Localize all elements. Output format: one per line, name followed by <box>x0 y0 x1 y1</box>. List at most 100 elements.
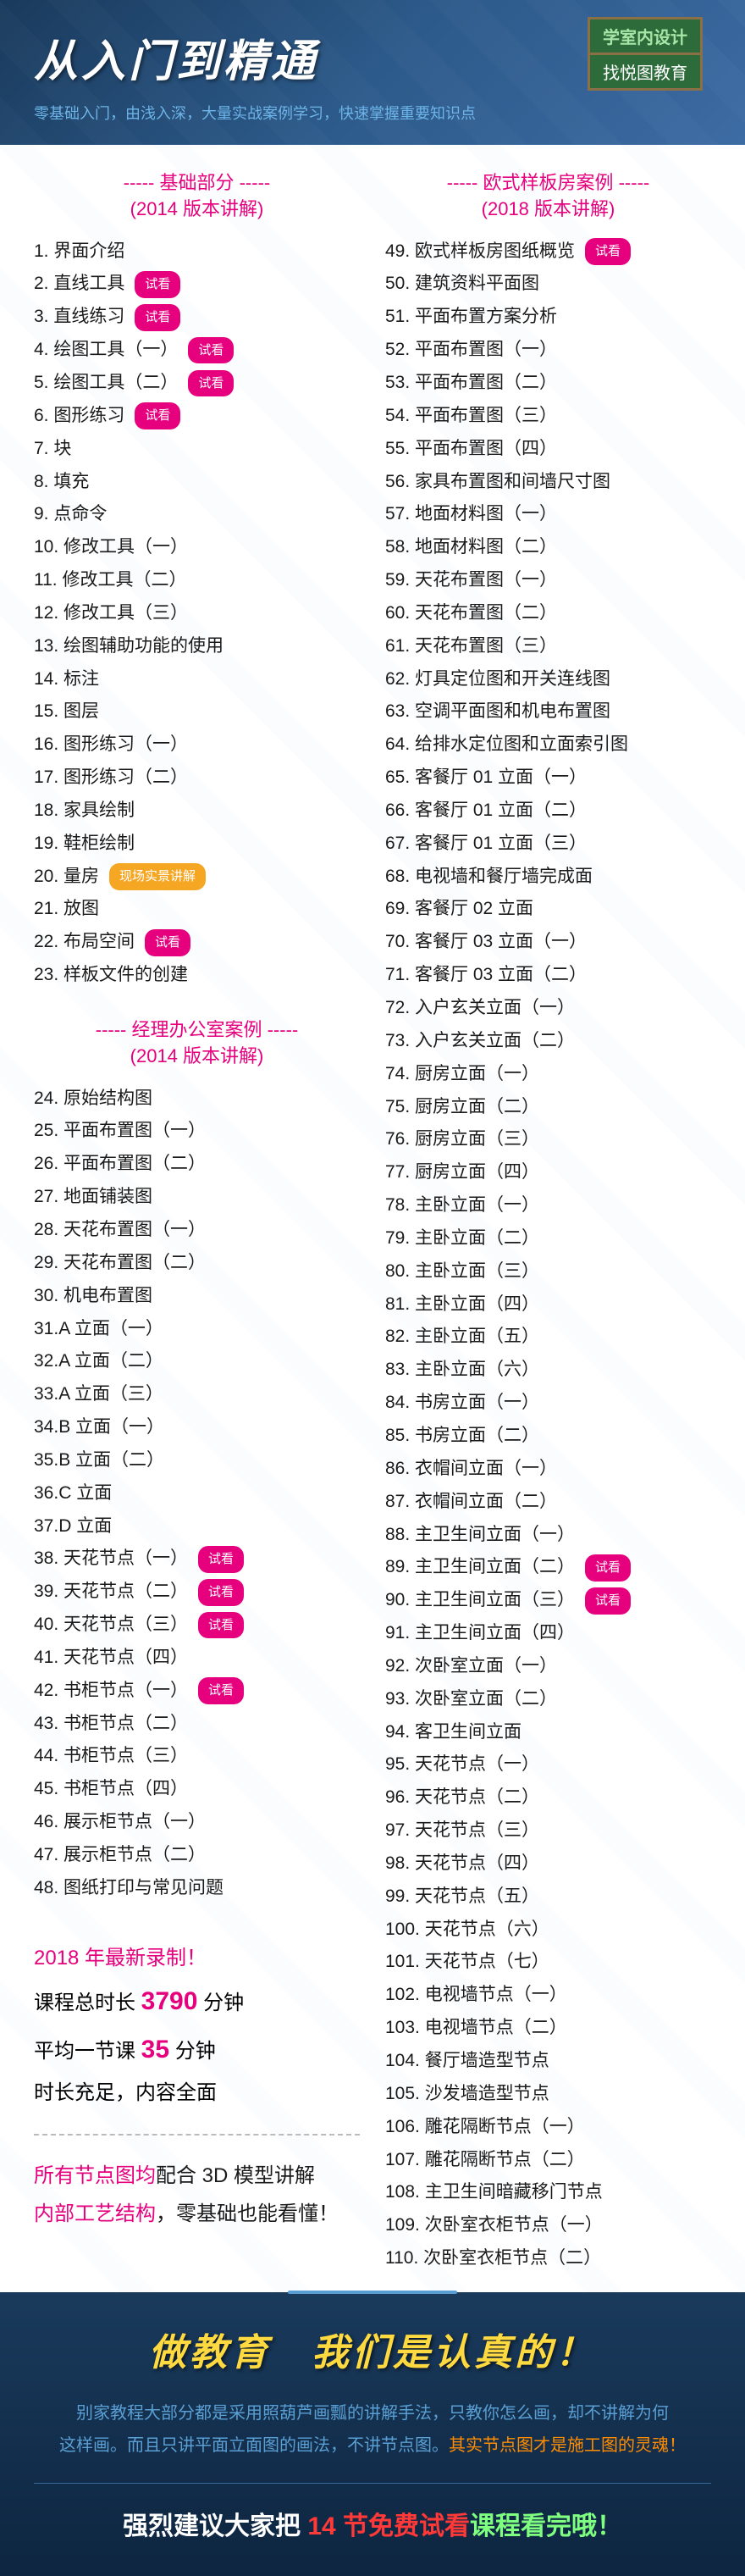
list-item: 28. 天花布置图（一） <box>34 1214 360 1247</box>
list-item: 104. 餐厅墙造型节点 <box>385 2045 711 2078</box>
list-item: 1. 界面介绍 <box>34 235 360 269</box>
list-item: 74. 厨房立面（一） <box>385 1058 711 1091</box>
list-item: 39. 天花节点（二）试看 <box>34 1576 360 1609</box>
preview-pill[interactable]: 试看 <box>198 1579 244 1606</box>
list-item: 98. 天花节点（四） <box>385 1848 711 1881</box>
preview-pill[interactable]: 试看 <box>188 337 234 364</box>
list-item: 62. 灯具定位图和开关连线图 <box>385 663 711 696</box>
list-item: 38. 天花节点（一）试看 <box>34 1543 360 1576</box>
list-item: 60. 天花布置图（二） <box>385 597 711 630</box>
list-item: 36.C 立面 <box>34 1477 360 1510</box>
list-item: 45. 书柜节点（四） <box>34 1773 360 1806</box>
list-item: 66. 客餐厅 01 立面（二） <box>385 795 711 828</box>
list-item: 5. 绘图工具（二）试看 <box>34 367 360 400</box>
list-item: 77. 厨房立面（四） <box>385 1156 711 1189</box>
preview-pill[interactable]: 试看 <box>585 238 631 265</box>
list-item: 65. 客餐厅 01 立面（一） <box>385 762 711 795</box>
list-item: 20. 量房现场实景讲解 <box>34 861 360 894</box>
list-item: 25. 平面布置图（一） <box>34 1115 360 1148</box>
list-item: 26. 平面布置图（二） <box>34 1148 360 1181</box>
preview-pill[interactable]: 试看 <box>145 929 190 956</box>
list-item: 24. 原始结构图 <box>34 1083 360 1116</box>
header: 从入门到精通 零基础入门，由浅入深，大量实战案例学习，快速掌握重要知识点 学室内… <box>0 0 745 145</box>
preview-pill[interactable]: 试看 <box>135 304 180 331</box>
list-item: 29. 天花布置图（二） <box>34 1247 360 1280</box>
list-item: 57. 地面材料图（一） <box>385 498 711 531</box>
list-item: 75. 厨房立面（二） <box>385 1091 711 1124</box>
list-item: 91. 主卫生间立面（四） <box>385 1617 711 1650</box>
list-item: 79. 主卧立面（二） <box>385 1222 711 1255</box>
preview-pill[interactable]: 试看 <box>585 1554 631 1582</box>
list-item: 51. 平面布置方案分析 <box>385 301 711 334</box>
list-item: 41. 天花节点（四） <box>34 1642 360 1675</box>
list-item: 10. 修改工具（一） <box>34 531 360 564</box>
list-item: 44. 书柜节点（三） <box>34 1740 360 1773</box>
list-item: 107. 雕花隔断节点（二） <box>385 2144 711 2177</box>
badge-line1: 学室内设计 <box>588 17 703 55</box>
promo-block: 2018 年最新录制！ 课程总时长 3790 分钟 平均一节课 35 分钟 时长… <box>34 1939 360 2234</box>
list-item: 89. 主卫生间立面（二）试看 <box>385 1551 711 1584</box>
list-item: 108. 主卫生间暗藏移门节点 <box>385 2176 711 2209</box>
list-item: 2. 直线工具试看 <box>34 268 360 301</box>
list-item: 40. 天花节点（三）试看 <box>34 1609 360 1642</box>
list-item: 76. 厨房立面（三） <box>385 1123 711 1156</box>
list-item: 84. 书房立面（一） <box>385 1387 711 1420</box>
section-head-basic: ----- 基础部分 ----- (2014 版本讲解) <box>34 170 360 223</box>
list-item: 94. 客卫生间立面 <box>385 1716 711 1749</box>
list-item: 22. 布局空间试看 <box>34 926 360 959</box>
preview-pill[interactable]: 试看 <box>135 271 180 298</box>
preview-pill[interactable]: 试看 <box>135 402 180 429</box>
preview-pill[interactable]: 试看 <box>198 1546 244 1573</box>
list-item: 72. 入户玄关立面（一） <box>385 992 711 1025</box>
list-item: 69. 客餐厅 02 立面 <box>385 893 711 926</box>
list-item: 34.B 立面（一） <box>34 1411 360 1444</box>
list-item: 56. 家具布置图和间墙尺寸图 <box>385 466 711 499</box>
footer-desc: 别家教程大部分都是采用照葫芦画瓢的讲解手法，只教你怎么画，却不讲解为何 这样画。… <box>34 2397 711 2462</box>
list-item: 71. 客餐厅 03 立面（二） <box>385 959 711 992</box>
list-item: 33.A 立面（三） <box>34 1378 360 1411</box>
content: ----- 基础部分 ----- (2014 版本讲解) 1. 界面介绍2. 直… <box>0 145 745 2292</box>
list-item: 61. 天花布置图（三） <box>385 630 711 663</box>
list-item: 31.A 立面（一） <box>34 1313 360 1346</box>
list-item: 13. 绘图辅助功能的使用 <box>34 630 360 663</box>
list-item: 97. 天花节点（三） <box>385 1814 711 1848</box>
footer-divider <box>34 2483 711 2484</box>
list-item: 73. 入户玄关立面（二） <box>385 1025 711 1058</box>
list-item: 50. 建筑资料平面图 <box>385 268 711 301</box>
list-item: 103. 电视墙节点（二） <box>385 2012 711 2045</box>
promo-duration: 课程总时长 3790 分钟 <box>34 1977 360 2025</box>
preview-pill[interactable]: 试看 <box>198 1612 244 1639</box>
list-item: 70. 客餐厅 03 立面（一） <box>385 926 711 959</box>
list-item: 35.B 立面（二） <box>34 1444 360 1477</box>
list-item: 18. 家具绘制 <box>34 795 360 828</box>
list-item: 14. 标注 <box>34 663 360 696</box>
list-item: 82. 主卧立面（五） <box>385 1321 711 1354</box>
preview-pill[interactable]: 试看 <box>585 1587 631 1615</box>
promo-sep <box>34 2134 360 2136</box>
list-item: 95. 天花节点（一） <box>385 1748 711 1781</box>
header-badge: 学室内设计 找悦图教育 <box>588 17 703 91</box>
list-item: 100. 天花节点（六） <box>385 1914 711 1947</box>
list-item: 48. 图纸打印与常见问题 <box>34 1872 360 1905</box>
list-item: 55. 平面布置图（四） <box>385 433 711 466</box>
list-item: 106. 雕花隔断节点（一） <box>385 2111 711 2144</box>
list-item: 93. 次卧室立面（二） <box>385 1683 711 1716</box>
list-item: 88. 主卫生间立面（一） <box>385 1519 711 1552</box>
list-item: 32.A 立面（二） <box>34 1345 360 1378</box>
list-item: 83. 主卧立面（六） <box>385 1354 711 1387</box>
list-item: 80. 主卧立面（三） <box>385 1255 711 1288</box>
list-item: 27. 地面铺装图 <box>34 1181 360 1214</box>
list-item: 47. 展示柜节点（二） <box>34 1839 360 1872</box>
preview-pill[interactable]: 试看 <box>188 370 234 397</box>
preview-pill[interactable]: 试看 <box>198 1677 244 1704</box>
list-item: 67. 客餐厅 01 立面（三） <box>385 828 711 861</box>
list-item: 68. 电视墙和餐厅墙完成面 <box>385 861 711 894</box>
list-item: 96. 天花节点（二） <box>385 1781 711 1814</box>
list-item: 92. 次卧室立面（一） <box>385 1650 711 1683</box>
list-item: 53. 平面布置图（二） <box>385 367 711 400</box>
list-item: 63. 空调平面图和机电布置图 <box>385 695 711 728</box>
list-item: 16. 图形练习（一） <box>34 728 360 762</box>
list-item: 7. 块 <box>34 433 360 466</box>
preview-pill[interactable]: 现场实景讲解 <box>109 863 206 890</box>
list-item: 12. 修改工具（三） <box>34 597 360 630</box>
